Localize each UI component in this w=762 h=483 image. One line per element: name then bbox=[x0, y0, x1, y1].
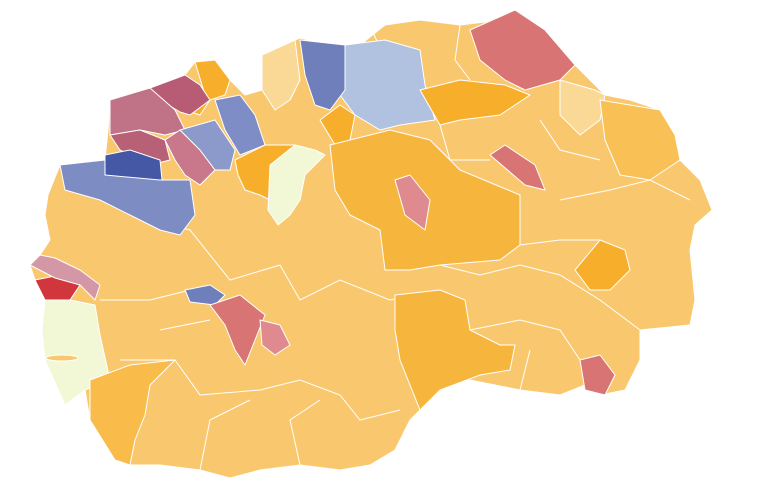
region[interactable] bbox=[59, 159, 196, 236]
region[interactable] bbox=[574, 239, 631, 291]
municipality-regions bbox=[29, 9, 681, 466]
region[interactable] bbox=[89, 359, 176, 466]
region[interactable] bbox=[419, 79, 531, 126]
region[interactable] bbox=[394, 174, 431, 231]
region[interactable] bbox=[109, 129, 171, 166]
region[interactable] bbox=[489, 144, 546, 191]
region[interactable] bbox=[29, 254, 101, 301]
region[interactable] bbox=[579, 354, 616, 396]
region[interactable] bbox=[261, 39, 301, 111]
region[interactable] bbox=[299, 39, 346, 111]
region[interactable] bbox=[209, 294, 266, 366]
region[interactable] bbox=[319, 104, 356, 146]
region[interactable] bbox=[394, 289, 516, 411]
lake bbox=[45, 354, 79, 362]
region[interactable] bbox=[259, 319, 291, 356]
region[interactable] bbox=[179, 119, 236, 171]
region[interactable] bbox=[267, 144, 326, 226]
region[interactable] bbox=[184, 284, 226, 306]
region[interactable] bbox=[559, 79, 606, 136]
region[interactable] bbox=[599, 99, 681, 181]
